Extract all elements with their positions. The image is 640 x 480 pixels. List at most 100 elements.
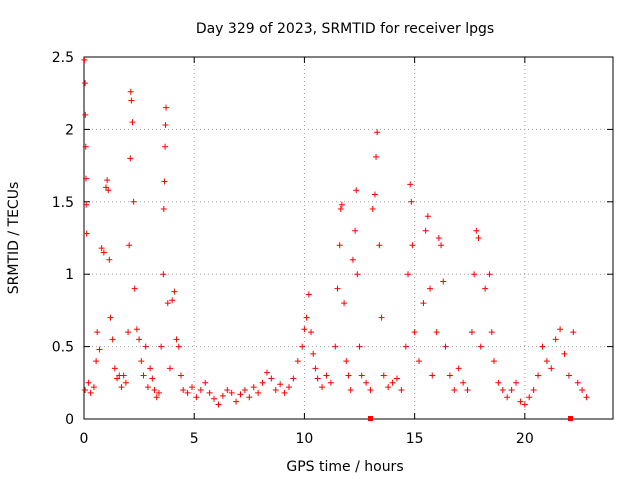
data-point <box>398 387 405 394</box>
data-point <box>106 256 113 263</box>
data-point <box>160 206 167 213</box>
data-point <box>557 326 564 333</box>
data-point <box>281 389 288 396</box>
data-point <box>166 365 173 372</box>
data-point <box>299 343 306 350</box>
data-point <box>433 329 440 336</box>
data-point <box>363 379 370 386</box>
data-point <box>125 329 132 336</box>
data-point <box>104 177 111 184</box>
data-point <box>464 387 471 394</box>
data-point <box>312 365 319 372</box>
data-point <box>508 387 515 394</box>
data-point <box>85 379 92 386</box>
x-tick-label: 20 <box>516 431 534 447</box>
y-tick-label: 2 <box>65 122 74 138</box>
data-point <box>177 372 184 379</box>
data-point <box>319 384 326 391</box>
data-point <box>451 387 458 394</box>
data-point <box>380 372 387 379</box>
data-point <box>420 300 427 307</box>
data-point <box>126 242 133 249</box>
data-point <box>369 206 376 213</box>
chart-title: Day 329 of 2023, SRMTID for receiver lpg… <box>196 21 494 37</box>
data-point <box>233 398 240 405</box>
data-point <box>100 249 107 256</box>
data-point <box>490 358 497 365</box>
data-point <box>149 375 156 382</box>
y-tick-label: 0 <box>65 412 74 428</box>
data-point <box>334 285 341 292</box>
data-point <box>539 343 546 350</box>
data-point <box>151 387 158 394</box>
x-axis-label: GPS time / hours <box>286 459 403 475</box>
data-point <box>169 297 176 304</box>
data-point <box>83 201 90 208</box>
data-point <box>87 389 94 396</box>
data-point <box>341 300 348 307</box>
data-point <box>530 387 537 394</box>
data-point <box>147 365 154 372</box>
data-point <box>446 372 453 379</box>
data-point <box>171 288 178 295</box>
data-point <box>246 394 253 401</box>
data-point <box>193 394 200 401</box>
data-point <box>422 227 429 234</box>
data-point <box>138 358 145 365</box>
data-point <box>98 245 105 252</box>
data-point <box>82 175 89 182</box>
data-point <box>155 389 162 396</box>
data-point <box>228 389 235 396</box>
data-point <box>206 389 213 396</box>
data-point <box>513 379 520 386</box>
data-point <box>224 387 231 394</box>
data-point <box>367 387 374 394</box>
data-points <box>81 56 590 408</box>
data-point <box>255 389 262 396</box>
data-point <box>90 384 97 391</box>
data-point <box>144 384 151 391</box>
data-point <box>197 387 204 394</box>
data-point <box>416 358 423 365</box>
data-point <box>440 278 447 285</box>
data-point <box>140 372 147 379</box>
data-point <box>219 392 226 399</box>
data-point <box>164 300 171 307</box>
data-point <box>136 336 143 343</box>
y-axis-label: SRMTID / TECUs <box>6 182 22 295</box>
data-point <box>373 153 380 160</box>
data-point <box>82 143 89 150</box>
x-tick-label: 5 <box>190 431 199 447</box>
data-point <box>371 191 378 198</box>
baseline-marker <box>368 416 373 421</box>
data-point <box>409 242 416 249</box>
data-point <box>142 343 149 350</box>
data-point <box>352 227 359 234</box>
data-point <box>129 119 136 126</box>
data-point <box>128 97 135 104</box>
data-point <box>338 201 345 208</box>
data-point <box>376 242 383 249</box>
data-point <box>475 235 482 241</box>
y-tick-label: 1.5 <box>52 195 74 211</box>
data-point <box>389 379 396 386</box>
baseline-marker <box>568 416 573 421</box>
data-point <box>570 329 577 336</box>
data-point <box>290 375 297 382</box>
data-point <box>345 372 352 379</box>
x-tick-label: 0 <box>80 431 89 447</box>
data-point <box>118 384 125 391</box>
data-point <box>356 343 363 350</box>
data-point <box>160 271 167 278</box>
data-point <box>535 372 542 379</box>
data-point <box>583 394 590 401</box>
data-point <box>314 375 321 382</box>
data-point <box>105 187 112 194</box>
data-point <box>202 379 209 386</box>
data-point <box>120 372 127 379</box>
y-axis-ticks: 0 0.5 1 1.5 2 2.5 <box>52 50 613 428</box>
data-point <box>82 80 89 87</box>
data-point <box>460 379 467 386</box>
data-point <box>424 213 431 220</box>
